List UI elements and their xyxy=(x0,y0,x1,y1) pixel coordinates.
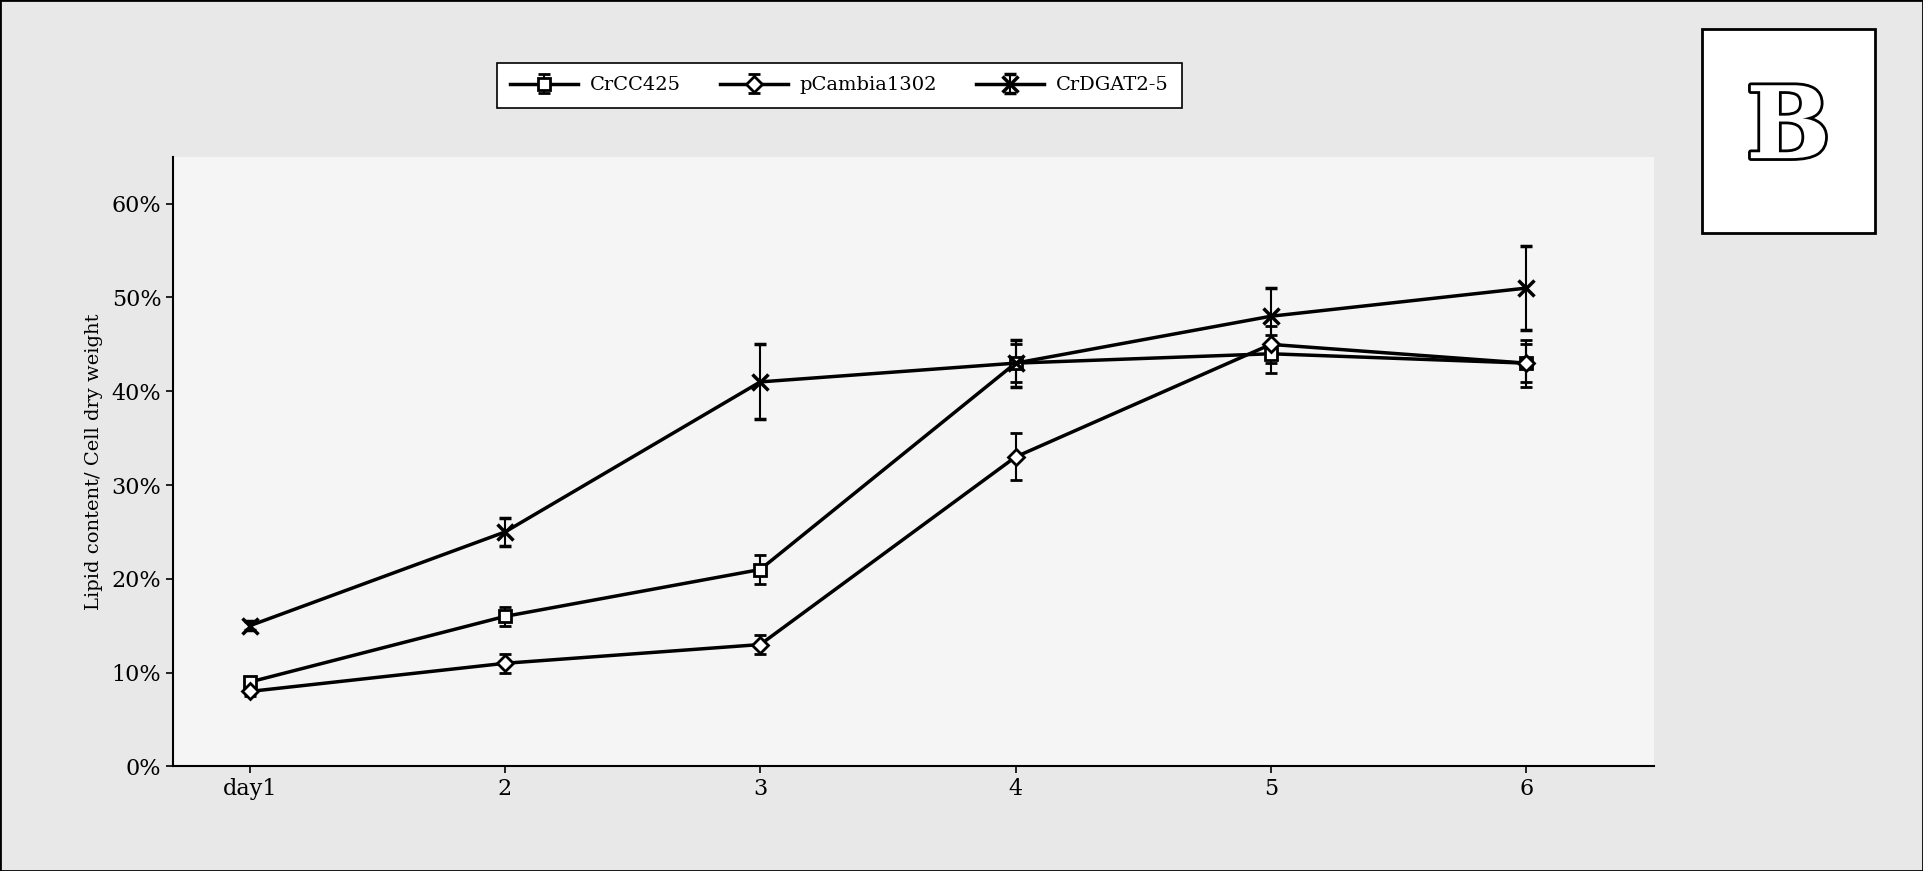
Text: B: B xyxy=(1746,82,1831,179)
FancyBboxPatch shape xyxy=(1702,29,1875,233)
Text: B: B xyxy=(1746,82,1831,179)
Legend: CrCC425, pCambia1302, CrDGAT2-5: CrCC425, pCambia1302, CrDGAT2-5 xyxy=(496,63,1183,108)
Y-axis label: Lipid content/ Cell dry weight: Lipid content/ Cell dry weight xyxy=(85,314,104,610)
